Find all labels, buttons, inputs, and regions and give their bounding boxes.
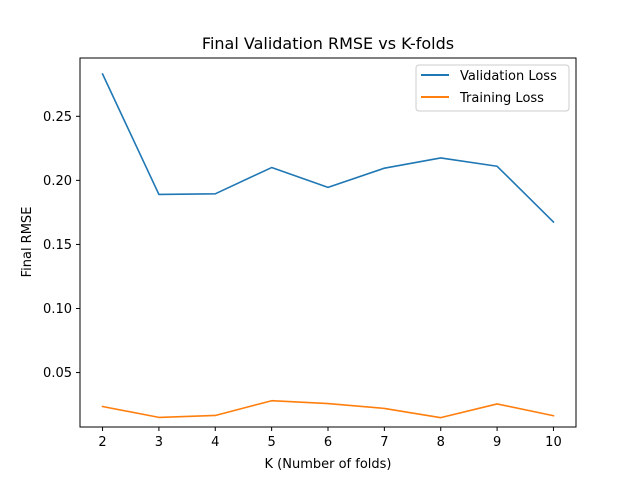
x-tick-label: 2 (98, 435, 106, 450)
y-tick-label: 0.20 (43, 174, 72, 189)
legend-label-validation-loss: Validation Loss (460, 69, 557, 84)
x-tick-label: 5 (267, 435, 275, 450)
y-tick-label: 0.15 (43, 238, 72, 253)
x-tick-label: 4 (211, 435, 219, 450)
x-tick-label: 3 (155, 435, 163, 450)
y-tick-label: 0.10 (43, 302, 72, 317)
series-line-training-loss (101, 399, 555, 419)
y-axis-label: Final RMSE (20, 207, 35, 278)
x-tick-label: 7 (380, 435, 388, 450)
y-tick-label: 0.25 (43, 110, 72, 125)
chart-title: Final Validation RMSE vs K-folds (202, 34, 454, 53)
series-layer (101, 72, 555, 419)
legend: Validation Loss Training Loss (415, 64, 570, 112)
x-axis-label: K (Number of folds) (265, 457, 392, 472)
y-tick-label: 0.05 (43, 366, 72, 381)
y-axis: 0.05 0.10 0.15 0.20 0.25 (43, 110, 80, 381)
x-tick-label: 9 (493, 435, 501, 450)
x-tick-label: 8 (437, 435, 445, 450)
legend-label-training-loss: Training Loss (459, 91, 544, 106)
x-tick-label: 6 (324, 435, 332, 450)
x-axis: 2 3 4 5 6 7 8 9 10 (98, 427, 562, 450)
x-tick-label: 10 (545, 435, 562, 450)
series-line-validation-loss (101, 72, 555, 224)
legend-box (415, 64, 570, 112)
